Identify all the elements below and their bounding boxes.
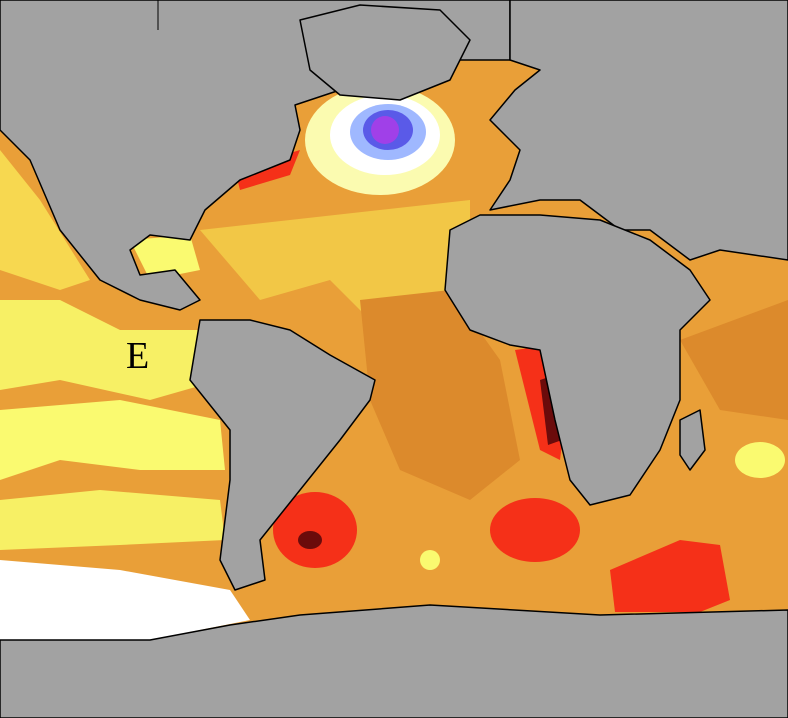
anomaly-patch xyxy=(360,290,520,500)
south-america xyxy=(189,319,376,591)
anomaly-patch xyxy=(298,531,322,549)
anomaly-patch xyxy=(371,116,399,144)
anomaly-patch xyxy=(0,560,250,640)
panel-label: E xyxy=(126,335,149,377)
anomaly-patch xyxy=(420,550,440,570)
anomaly-patch xyxy=(735,442,785,478)
africa xyxy=(444,214,711,506)
anomaly-patch xyxy=(0,490,225,550)
anomaly-patch xyxy=(610,540,730,612)
anomaly-patch xyxy=(273,492,357,568)
anomaly-patch xyxy=(680,300,788,420)
anomaly-patch xyxy=(0,150,90,290)
anomaly-patch xyxy=(130,235,200,280)
anomaly-patch xyxy=(0,400,225,480)
greenland xyxy=(299,4,471,101)
madagascar xyxy=(679,409,706,471)
eurasia xyxy=(489,0,788,261)
antarctica xyxy=(0,604,788,718)
anomaly-patch xyxy=(0,300,220,400)
anomaly-patch xyxy=(490,498,580,562)
